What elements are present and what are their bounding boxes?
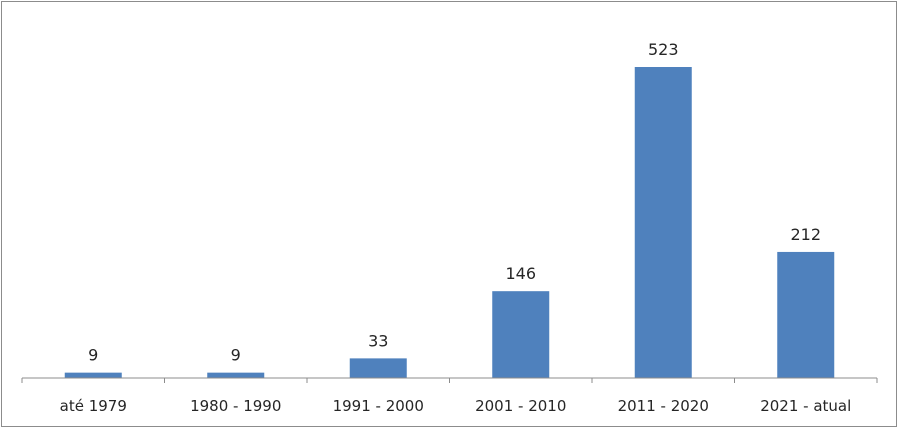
data-label: 212 [790,225,821,244]
data-label: 33 [368,331,388,350]
x-axis [21,377,878,383]
bar [207,372,265,378]
x-tick-label: 2011 - 2020 [618,397,709,415]
tick-labels-group: até 1979 1980 - 1990 1991 - 2000 2001 - 201… [60,397,852,415]
bar [777,251,835,378]
x-tick-label: 1991 - 2000 [333,397,424,415]
x-tick-label: até 1979 [60,397,127,415]
data-label: 146 [505,264,536,283]
data-label: 9 [88,346,98,365]
bar [64,372,122,378]
data-label: 523 [648,40,679,59]
data-labels-group: 9 9 33 146 523 212 [88,40,821,365]
bar [492,291,550,378]
bars-group [64,67,835,378]
x-tick-label: 1980 - 1990 [190,397,281,415]
x-tick-label: 2021 - atual [760,397,851,415]
bar [634,67,692,378]
x-tick-label: 2001 - 2010 [475,397,566,415]
bar [349,358,407,378]
data-label: 9 [231,346,241,365]
